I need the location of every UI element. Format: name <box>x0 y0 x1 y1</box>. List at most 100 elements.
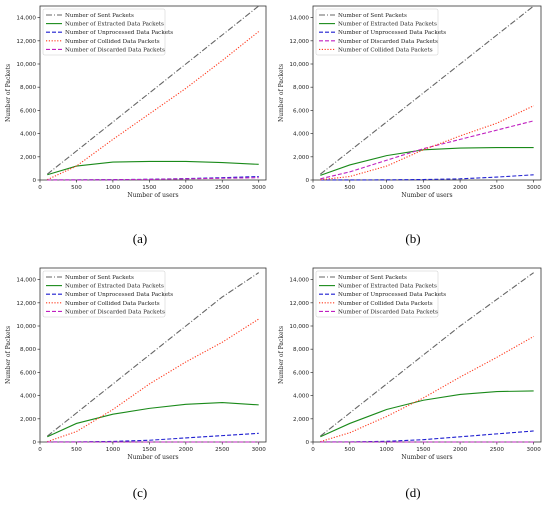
series-line-5 <box>320 105 534 181</box>
legend-entry: Number of Sent Packets <box>338 13 407 19</box>
legend-entry: Number of Extracted Data Packets <box>338 284 437 290</box>
legend-entry: Number of Discarded Data Packets <box>65 309 165 315</box>
legend-entry: Number of Collided Data Packets <box>338 301 433 307</box>
x-axis-label: Number of users <box>401 454 452 461</box>
legend: Number of Sent Packets Number of Extracte… <box>42 270 173 318</box>
legend-entry: Number of Unprocessed Data Packets <box>65 30 173 36</box>
legend: Number of Sent Packets Number of Extracte… <box>315 270 446 318</box>
y-tick-label: 12,000 <box>16 301 36 307</box>
y-tick-label: 4,000 <box>293 132 309 138</box>
y-tick-label: 2,000 <box>20 417 36 423</box>
series-line-2 <box>320 390 534 438</box>
panel-label: (a) <box>133 231 147 246</box>
y-axis-label: Number of Packets <box>5 326 12 384</box>
y-axis-label: Number of Packets <box>278 326 285 384</box>
y-tick-label: 10,000 <box>16 62 36 68</box>
series-line-1 <box>320 272 534 437</box>
y-tick-label: 14,000 <box>16 16 36 22</box>
x-tick-label: 500 <box>344 447 355 453</box>
panel-label: (b) <box>405 231 420 246</box>
series-line-4 <box>320 335 534 443</box>
x-tick-label: 1500 <box>142 185 157 191</box>
legend-entry: Number of Sent Packets <box>65 275 134 281</box>
x-tick-label: 2000 <box>179 447 194 453</box>
y-tick-label: 12,000 <box>289 39 309 45</box>
plot-frame <box>39 5 267 181</box>
chart-panel-1: 0 500 1000 1500 2000 2500 3000 0 2,000 4,000 6,000… <box>5 5 267 246</box>
x-tick-label: 500 <box>344 185 355 191</box>
legend-box <box>315 8 439 56</box>
y-tick-label: 12,000 <box>16 39 36 45</box>
y-tick-label: 0 <box>305 178 309 184</box>
plot-frame <box>312 5 542 181</box>
plot-frame <box>312 267 542 443</box>
x-tick-label: 2000 <box>453 185 468 191</box>
y-tick-label: 0 <box>32 440 36 446</box>
y-tick-label: 10,000 <box>16 324 36 330</box>
series-line-2 <box>47 160 259 176</box>
y-tick-label: 14,000 <box>16 278 36 284</box>
x-tick-label: 1500 <box>416 447 431 453</box>
legend: Number of Sent Packets Number of Extracte… <box>42 8 173 56</box>
legend-box <box>42 270 166 318</box>
legend-entry: Number of Unprocessed Data Packets <box>338 292 446 298</box>
y-tick-label: 6,000 <box>293 108 309 114</box>
y-axis-label: Number of Packets <box>278 64 285 122</box>
x-tick-label: 500 <box>71 185 82 191</box>
x-tick-label: 3000 <box>252 185 267 191</box>
x-tick-label: 2000 <box>453 447 468 453</box>
y-tick-label: 4,000 <box>20 394 36 400</box>
x-tick-label: 0 <box>311 447 315 453</box>
y-tick-label: 2,000 <box>293 155 309 161</box>
x-tick-label: 0 <box>38 185 42 191</box>
legend-entry: Number of Sent Packets <box>65 13 134 19</box>
y-tick-label: 8,000 <box>293 347 309 353</box>
x-tick-label: 2500 <box>490 185 505 191</box>
series-line-3 <box>320 430 534 443</box>
legend-entry: Number of Extracted Data Packets <box>338 22 437 28</box>
y-tick-label: 10,000 <box>289 62 309 68</box>
x-tick-label: 2000 <box>179 185 194 191</box>
x-tick-label: 1000 <box>379 185 394 191</box>
y-tick-label: 14,000 <box>289 16 309 22</box>
y-tick-label: 14,000 <box>289 278 309 284</box>
x-axis-label: Number of users <box>127 192 178 199</box>
legend-entry: Number of Discarded Data Packets <box>338 309 438 315</box>
legend-entry: Number of Discarded Data Packets <box>65 47 165 53</box>
x-tick-label: 2500 <box>215 447 230 453</box>
series-line-1 <box>320 5 534 175</box>
legend-entry: Number of Collided Data Packets <box>65 39 160 45</box>
y-tick-label: 0 <box>32 178 36 184</box>
x-tick-label: 1000 <box>106 447 121 453</box>
x-tick-label: 3000 <box>252 447 267 453</box>
series-line-1 <box>46 272 260 437</box>
legend-entry: Number of Unprocessed Data Packets <box>65 292 173 298</box>
y-tick-label: 10,000 <box>289 324 309 330</box>
legend-entry: Number of Extracted Data Packets <box>65 284 164 290</box>
y-tick-label: 8,000 <box>293 85 309 91</box>
legend-entry: Number of Sent Packets <box>338 275 407 281</box>
legend-entry: Number of Extracted Data Packets <box>65 22 164 28</box>
x-tick-label: 1500 <box>142 447 157 453</box>
series-line-1 <box>46 5 260 175</box>
panel-label: (c) <box>133 485 147 500</box>
chart-panel-2: 0 500 1000 1500 2000 2500 3000 0 2,000 4,000 6,000… <box>278 5 542 246</box>
x-tick-label: 3000 <box>527 447 542 453</box>
y-tick-label: 4,000 <box>20 132 36 138</box>
series-line-4 <box>320 120 534 180</box>
y-tick-label: 8,000 <box>20 85 36 91</box>
x-tick-label: 2500 <box>490 447 505 453</box>
y-tick-label: 0 <box>305 440 309 446</box>
chart-panel-4: 0 500 1000 1500 2000 2500 3000 0 2,000 4,000 6,000… <box>278 267 542 500</box>
legend-entry: Number of Collided Data Packets <box>338 47 433 53</box>
y-tick-label: 6,000 <box>293 370 309 376</box>
series-line-3 <box>47 432 259 443</box>
y-tick-label: 12,000 <box>289 301 309 307</box>
legend-entry: Number of Discarded Data Packets <box>338 39 438 45</box>
series-line-2 <box>320 146 534 176</box>
x-axis-label: Number of users <box>127 454 178 461</box>
x-tick-label: 0 <box>38 447 42 453</box>
y-tick-label: 6,000 <box>20 108 36 114</box>
panel-label: (d) <box>405 485 420 500</box>
